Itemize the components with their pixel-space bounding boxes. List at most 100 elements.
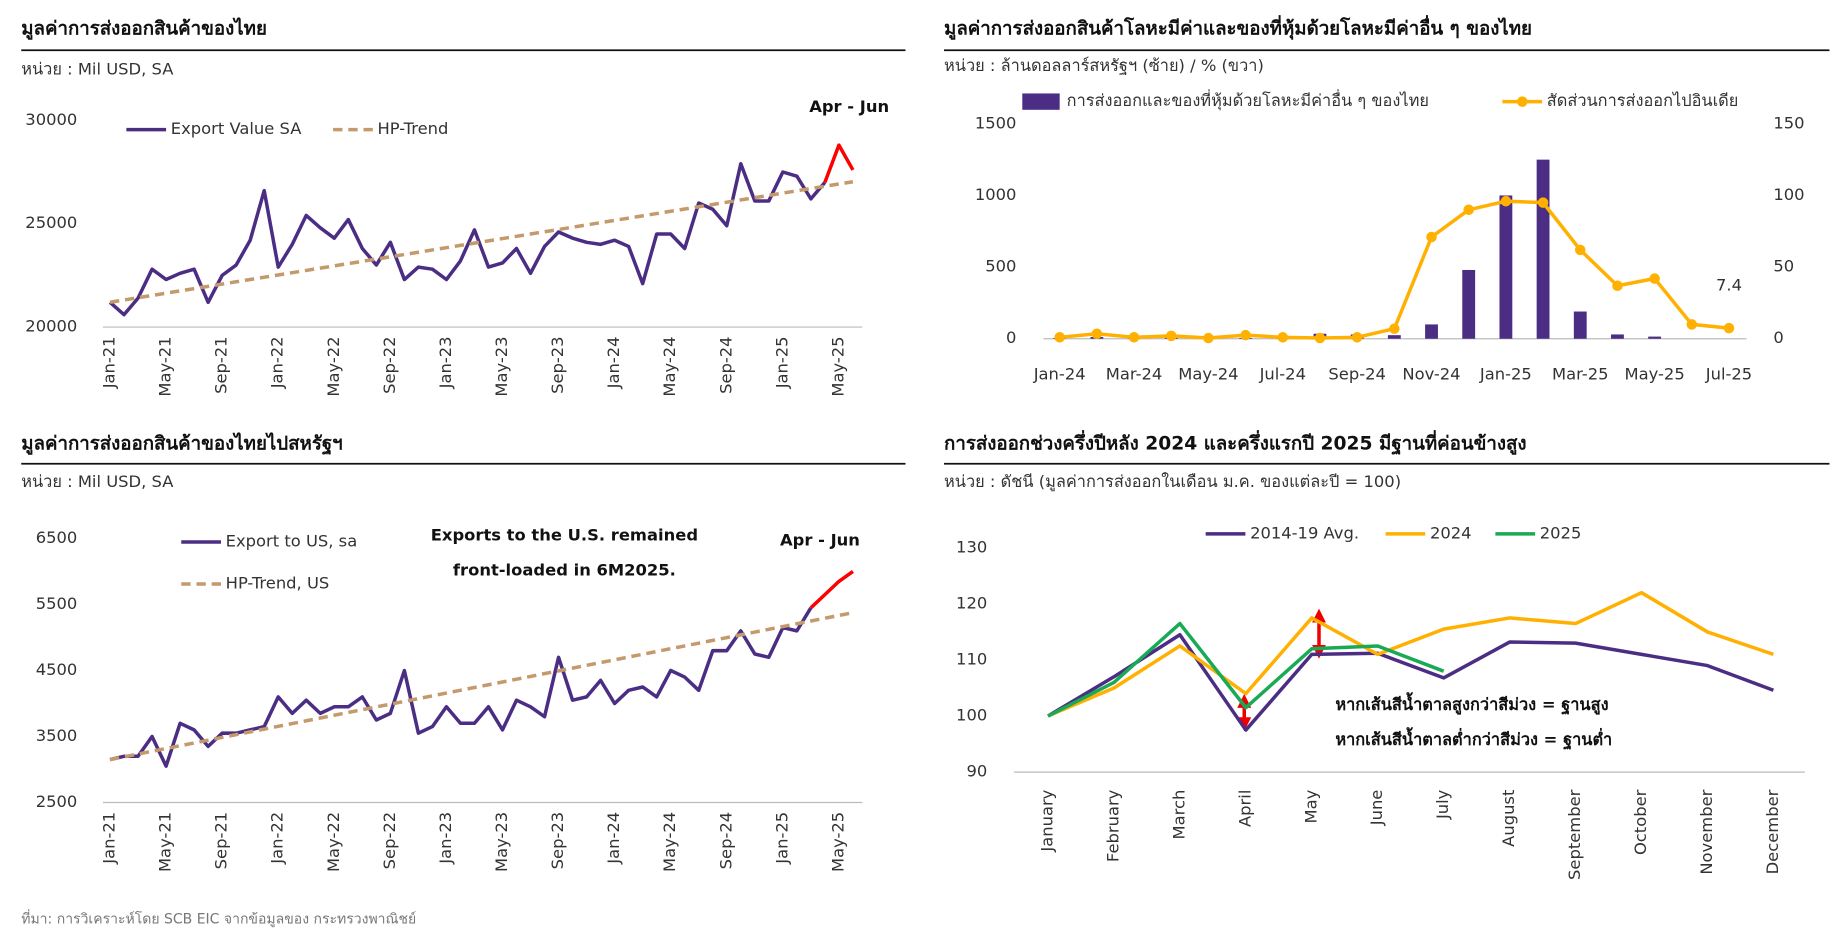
annotation: หากเส้นสีน้ำตาลสูงกว่าสีม่วง = ฐานสูง xyxy=(1335,692,1608,716)
series-line xyxy=(1047,590,1774,718)
source: ที่มา: การวิเคราะห์โดย SCB EIC จากข้อมูล… xyxy=(21,909,416,927)
series-line xyxy=(823,143,855,183)
annotation: front-loaded in 6M2025. xyxy=(453,561,676,580)
legend-label: HP-Trend xyxy=(378,119,449,138)
point xyxy=(1128,332,1140,343)
x-tick-label: Sep-23 xyxy=(548,812,567,870)
series-line xyxy=(1059,199,1730,340)
x-tick-label: Sep-24 xyxy=(716,336,735,394)
x-tick-label: Jan-23 xyxy=(436,336,455,389)
chart-title: มูลค่าการส่งออกสินค้าของไทยไปสหรัฐฯ xyxy=(21,431,342,455)
series-line xyxy=(109,610,854,762)
point xyxy=(1612,280,1623,291)
y-tick-label: 2500 xyxy=(36,792,78,811)
annotation: หากเส้นสีน้ำตาลต่ำกว่าสีม่วง = ฐานต่ำ xyxy=(1335,727,1612,750)
point xyxy=(1351,332,1363,343)
series-line xyxy=(1047,621,1445,718)
x-tick-label: Jul-24 xyxy=(1259,364,1306,383)
x-tick-label: Jan-23 xyxy=(436,812,455,865)
x-tick-label: May-22 xyxy=(324,336,343,396)
x-tick-label: November xyxy=(1697,789,1716,874)
x-tick-label: May-22 xyxy=(324,812,343,872)
x-tick-label: Sep-24 xyxy=(716,812,735,870)
legend-swatch xyxy=(1022,93,1060,110)
legend-marker xyxy=(1516,96,1528,107)
x-tick-label: May-25 xyxy=(1625,364,1685,383)
x-tick-label: Jan-25 xyxy=(1479,364,1532,383)
x-tick-label: Sep-22 xyxy=(380,812,399,870)
bar xyxy=(1499,195,1513,339)
x-tick-label: Jan-24 xyxy=(1033,364,1086,383)
x-tick-label: September xyxy=(1565,789,1584,880)
x-tick-label: April xyxy=(1235,790,1254,827)
x-tick-label: Nov-24 xyxy=(1402,364,1460,383)
x-tick-label: February xyxy=(1103,789,1122,862)
point xyxy=(1314,332,1326,344)
chart-subtitle: หน่วย : ล้านดอลลาร์สหรัฐฯ (ซ้าย) / % (ขว… xyxy=(944,56,1264,75)
y-tick-label: 25000 xyxy=(25,213,77,232)
x-tick-label: May-24 xyxy=(1178,364,1238,383)
y-tick-label: 5500 xyxy=(36,594,78,613)
x-tick-label: Sep-24 xyxy=(1328,364,1386,383)
y-tick-label: 100 xyxy=(956,706,987,725)
y-tick-label: 110 xyxy=(956,649,987,668)
x-tick-label: May-21 xyxy=(156,812,175,872)
y-tick-label: 4500 xyxy=(36,660,78,679)
y-tick-label: 1000 xyxy=(975,185,1017,204)
y-tick-label: 6500 xyxy=(36,528,78,547)
legend-label: 2014-19 Avg. xyxy=(1250,523,1359,542)
y2-tick-label: 50 xyxy=(1773,257,1794,276)
point xyxy=(1723,322,1735,334)
x-tick-label: May-25 xyxy=(828,812,847,872)
point xyxy=(1091,328,1103,339)
x-tick-label: Jan-21 xyxy=(100,336,119,389)
bar xyxy=(1425,324,1438,339)
y-tick-label: 0 xyxy=(1006,328,1016,347)
chart-subtitle: หน่วย : Mil USD, SA xyxy=(21,60,174,79)
point xyxy=(1203,332,1214,344)
x-tick-label: May xyxy=(1301,789,1320,823)
point xyxy=(1686,319,1698,330)
point xyxy=(1240,329,1251,341)
point xyxy=(1575,244,1586,256)
point xyxy=(1649,273,1660,284)
annotation: Exports to the U.S. remained xyxy=(431,526,698,545)
x-tick-label: Sep-22 xyxy=(380,336,399,394)
data-label: 7.4 xyxy=(1716,276,1742,295)
x-tick-label: Jan-22 xyxy=(268,336,287,389)
y2-tick-label: 100 xyxy=(1773,185,1804,204)
x-tick-label: May-21 xyxy=(156,336,175,396)
chart-subtitle: หน่วย : Mil USD, SA xyxy=(21,472,174,491)
x-tick-label: June xyxy=(1367,790,1386,827)
chart-title: การส่งออกช่วงครึ่งปีหลัง 2024 และครึ่งแร… xyxy=(944,429,1527,455)
point xyxy=(1426,231,1437,243)
y2-tick-label: 150 xyxy=(1773,113,1804,132)
series-line xyxy=(809,570,854,610)
x-tick-label: Jan-24 xyxy=(604,812,623,865)
legend-label: Export Value SA xyxy=(171,119,302,138)
bar xyxy=(1611,334,1624,339)
chart-title: มูลค่าการส่งออกสินค้าของไทย xyxy=(21,17,267,41)
x-tick-label: Sep-21 xyxy=(212,812,231,870)
x-tick-label: May-25 xyxy=(828,336,847,396)
point xyxy=(1537,197,1549,208)
y-tick-label: 30000 xyxy=(25,110,77,129)
point xyxy=(1500,195,1512,207)
y-tick-label: 20000 xyxy=(25,317,77,336)
x-tick-label: Jan-21 xyxy=(100,812,119,865)
x-tick-label: Mar-24 xyxy=(1106,364,1162,383)
bar xyxy=(1648,336,1662,339)
annotation: Apr - Jun xyxy=(809,97,889,116)
x-tick-label: October xyxy=(1631,789,1650,855)
x-tick-label: August xyxy=(1499,789,1518,847)
point xyxy=(1389,323,1400,334)
bar xyxy=(1573,311,1587,339)
x-tick-label: May-23 xyxy=(492,812,511,872)
x-tick-label: Jul-25 xyxy=(1705,364,1752,383)
x-tick-label: Jan-24 xyxy=(604,336,623,389)
x-tick-label: Jan-25 xyxy=(772,812,791,865)
x-tick-label: May-23 xyxy=(492,336,511,396)
x-tick-label: March xyxy=(1169,790,1188,840)
x-tick-label: July xyxy=(1433,789,1452,820)
x-tick-label: Mar-25 xyxy=(1552,364,1609,383)
